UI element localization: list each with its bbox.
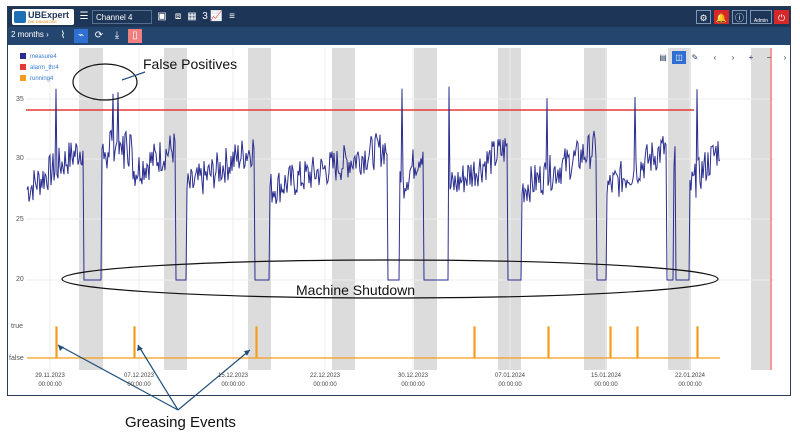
legend-item-measure[interactable]: measure4 — [20, 52, 59, 63]
x-tick-time: 00:00:00 — [127, 382, 151, 388]
y-tick-30: 30 — [16, 155, 24, 162]
legend-swatch-running — [20, 75, 26, 82]
list-icon[interactable]: ≡ — [229, 11, 235, 22]
shutdown-band — [584, 48, 607, 370]
shutdown-band — [668, 48, 691, 370]
x-tick-time: 00:00:00 — [38, 382, 62, 388]
logo-text: UBExpert — [28, 10, 70, 20]
menu-icon[interactable]: ☰ — [79, 11, 89, 22]
zoom-out-icon[interactable]: − — [766, 53, 772, 62]
legend-swatch-alarm — [20, 64, 26, 71]
x-tick-time: 00:00:00 — [313, 382, 337, 388]
x-tick-date: 29.11.2023 — [35, 373, 65, 379]
legend-item-running[interactable]: running4 — [20, 74, 59, 85]
info-icon[interactable]: ⓘ — [732, 10, 747, 24]
channel-select[interactable]: Channel 4 — [92, 10, 152, 24]
x-tick-label: 07.01.2024 00:00:00 — [485, 372, 535, 390]
x-tick-date: 30.12.2023 — [397, 373, 429, 379]
greasing-arrow-1 — [57, 344, 179, 411]
annotation-greasing-events: Greasing Events — [125, 414, 236, 431]
measure-series-line — [26, 86, 721, 281]
app-logo: UBExpert DIE DIAGNOSE — [12, 9, 74, 25]
app-window: UBExpert DIE DIAGNOSE ☰ Channel 4 ▣ ⧈ ▦ … — [7, 6, 791, 396]
scroll-right-icon[interactable]: › — [731, 53, 735, 62]
power-icon[interactable]: ⏻ — [774, 10, 789, 24]
bool-tick-false: false — [9, 355, 24, 362]
edit-chart-icon[interactable]: ✎ — [691, 53, 699, 62]
shutdown-band — [79, 48, 103, 370]
legend-label-measure: measure4 — [30, 54, 57, 60]
greasing-arrowhead-1 — [58, 345, 64, 351]
x-tick-label: 15.01.2024 00:00:00 — [581, 372, 631, 390]
refresh-icon[interactable]: ⟳ — [94, 30, 104, 41]
chart-toolbar — [8, 27, 790, 45]
shutdown-marker-icon[interactable]: ▯ — [128, 29, 142, 43]
x-tick-time: 00:00:00 — [221, 382, 245, 388]
resize-icon[interactable]: ⧈ — [174, 11, 182, 22]
x-tick-date: 07.01.2024 — [494, 373, 526, 379]
legend-label-running: running4 — [30, 76, 54, 82]
chart-legend: measure4 alarm_thr4 running4 — [20, 52, 59, 85]
shutdown-band — [248, 48, 271, 370]
x-tick-date: 15.01.2024 — [590, 373, 622, 379]
x-tick-time: 00:00:00 — [498, 382, 522, 388]
download-icon[interactable]: ⤓ — [114, 30, 120, 41]
logo-mark — [14, 11, 26, 23]
y-tick-20: 20 — [16, 276, 24, 283]
x-tick-label: 30.12.2023 00:00:00 — [388, 372, 438, 390]
x-tick-time: 00:00:00 — [594, 382, 618, 388]
false-positive-ellipse — [72, 63, 138, 101]
greasing-arrowhead-2 — [137, 345, 143, 351]
trend-icon[interactable]: ⌇ — [60, 30, 66, 41]
x-tick-label: 22.01.2024 00:00:00 — [665, 372, 715, 390]
line-chart-icon[interactable]: 📈 — [210, 11, 223, 22]
x-tick-label: 22.12.2023 00:00:00 — [300, 372, 350, 390]
false-positive-arrow — [121, 71, 146, 81]
legend-swatch-measure — [20, 53, 26, 60]
x-tick-date: 22.01.2024 — [674, 373, 706, 379]
greasing-arrowhead-3 — [244, 350, 250, 356]
shutdown-band — [751, 48, 770, 370]
legend-label-alarm: alarm_thr4 — [30, 65, 59, 71]
top-bar: UBExpert DIE DIAGNOSE ☰ Channel 4 ▣ ⧈ ▦ … — [8, 7, 790, 27]
x-tick-time: 00:00:00 — [401, 382, 425, 388]
grid-lines — [26, 48, 775, 370]
x-tick-label: 07.12.2023 00:00:00 — [114, 372, 164, 390]
pan-right-icon[interactable]: › — [783, 53, 787, 62]
admin-button[interactable]: Admin — [750, 10, 772, 24]
shutdown-ellipse — [61, 259, 719, 299]
x-tick-label: 29.11.2023 00:00:00 — [25, 372, 75, 390]
greasing-arrow-2 — [137, 344, 179, 411]
scroll-left-icon[interactable]: ‹ — [713, 53, 717, 62]
measure-icon[interactable]: ⌁ — [74, 29, 88, 43]
x-tick-date: 15.12.2023 — [217, 373, 249, 379]
running-series-line — [27, 326, 720, 359]
logo-subtitle: DIE DIAGNOSE — [28, 19, 57, 24]
chart-count: 3 — [202, 11, 208, 22]
layout-icon[interactable]: ▣ — [157, 11, 167, 22]
greasing-arrow-3 — [177, 349, 251, 411]
x-tick-time: 00:00:00 — [678, 382, 702, 388]
x-tick-date: 22.12.2023 — [309, 373, 341, 379]
time-range-select[interactable]: 2 months › — [11, 30, 49, 39]
grid-icon[interactable]: ▦ — [187, 11, 197, 22]
chart-view-icon[interactable]: ◫ — [672, 51, 686, 64]
annotation-machine-shutdown: Machine Shutdown — [296, 282, 416, 298]
shutdown-band — [414, 48, 437, 370]
admin-label: Admin — [753, 18, 769, 24]
time-range-label: 2 months — [11, 30, 44, 39]
shutdown-band — [332, 48, 355, 370]
annotation-false-positives: False Positives — [143, 56, 238, 72]
export-data-icon[interactable]: ▤ — [659, 53, 667, 62]
y-tick-35: 35 — [16, 96, 24, 103]
settings-icon[interactable]: ⚙ — [696, 10, 711, 24]
bool-tick-true: true — [11, 323, 24, 330]
y-tick-25: 25 — [16, 216, 24, 223]
alarm-bell-icon[interactable]: 🔔 — [714, 10, 729, 24]
legend-item-alarm[interactable]: alarm_thr4 — [20, 63, 59, 74]
x-tick-label: 15.12.2023 00:00:00 — [208, 372, 258, 390]
x-tick-date: 07.12.2023 — [123, 373, 155, 379]
zoom-in-icon[interactable]: + — [748, 53, 754, 62]
